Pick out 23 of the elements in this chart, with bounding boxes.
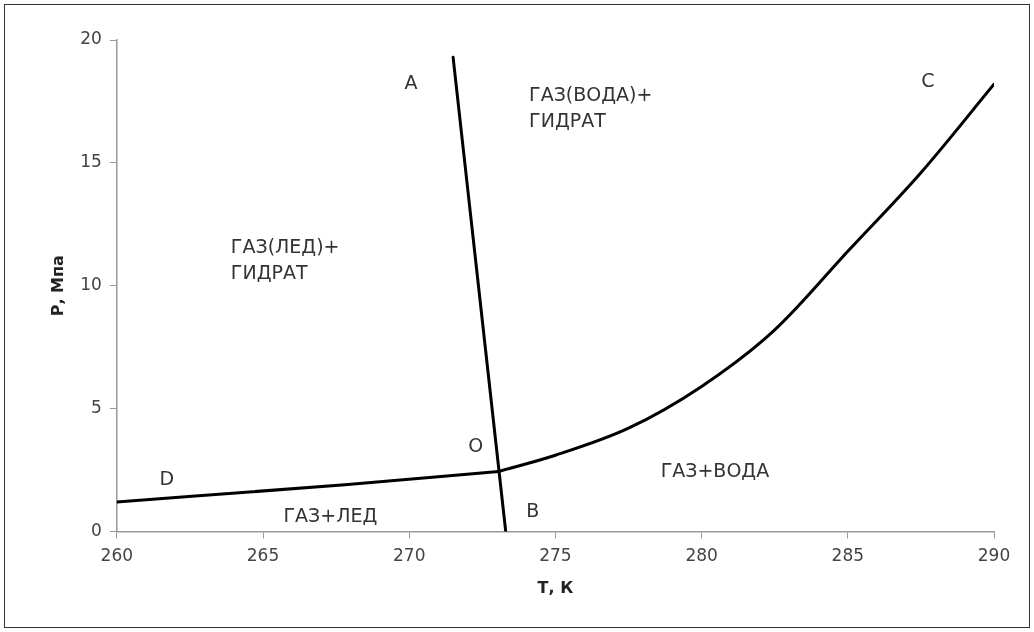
annotation: O xyxy=(468,434,484,457)
x-tick-label: 285 xyxy=(831,545,865,566)
y-tick-label: 5 xyxy=(91,396,102,417)
x-axis-title: Т, К xyxy=(537,577,574,597)
annotation: A xyxy=(404,71,418,94)
annotation: C xyxy=(921,68,935,91)
y-tick-label: 20 xyxy=(80,28,102,49)
annotation: D xyxy=(159,466,175,489)
x-tick-label: 270 xyxy=(392,545,426,566)
annotation: ГАЗ+ВОДА xyxy=(660,459,770,482)
x-tick-label: 265 xyxy=(246,545,280,566)
annotation: ГАЗ+ЛЕД xyxy=(283,503,378,526)
annotation: B xyxy=(526,499,540,522)
y-axis-title: Р, Мпа xyxy=(47,255,67,317)
x-tick-label: 260 xyxy=(100,545,134,566)
x-tick-label: 290 xyxy=(977,545,1011,566)
y-tick-label: 0 xyxy=(91,519,102,540)
x-tick-label: 275 xyxy=(539,545,572,566)
y-tick-label: 10 xyxy=(80,274,102,295)
y-tick-label: 15 xyxy=(80,151,102,172)
annotation: ГАЗ(ВОДА)+ ГИДРАТ xyxy=(529,82,653,131)
annotation: ГАЗ(ЛЕД)+ ГИДРАТ xyxy=(230,235,340,284)
x-tick-label: 280 xyxy=(685,545,718,566)
